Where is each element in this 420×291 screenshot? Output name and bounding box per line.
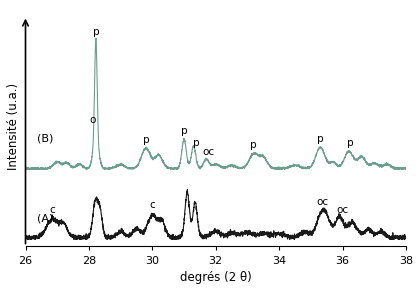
Text: p: p bbox=[143, 135, 149, 145]
Text: p: p bbox=[250, 140, 257, 150]
Text: p: p bbox=[92, 27, 99, 37]
Text: (B): (B) bbox=[37, 133, 53, 143]
Text: c: c bbox=[150, 200, 155, 210]
Text: o: o bbox=[89, 116, 95, 125]
Text: oc: oc bbox=[336, 205, 349, 215]
Text: c: c bbox=[50, 205, 55, 215]
Text: p: p bbox=[193, 138, 199, 148]
Text: p: p bbox=[181, 125, 187, 136]
Text: oc: oc bbox=[316, 197, 328, 207]
Text: (A): (A) bbox=[37, 214, 53, 223]
Text: p: p bbox=[317, 134, 324, 144]
Y-axis label: Intensité (u.a.): Intensité (u.a.) bbox=[7, 83, 20, 170]
Text: oc: oc bbox=[203, 147, 215, 157]
X-axis label: degrés (2 θ): degrés (2 θ) bbox=[180, 271, 252, 284]
Text: p: p bbox=[347, 138, 354, 148]
